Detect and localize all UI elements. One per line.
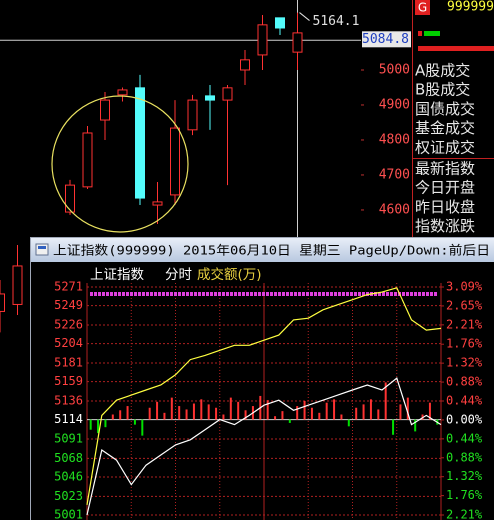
candle-body [152, 201, 163, 206]
y2-tick-label: 3.09% [446, 280, 483, 294]
candle-body [100, 99, 110, 121]
popup-window: 上证指数(999999) 2015年06月10日 星期三 PageUp/Down… [30, 237, 494, 520]
y2-tick-label: 1.32% [446, 469, 483, 483]
indicator [424, 31, 440, 36]
sidebar-item: 指数涨跌 [415, 217, 475, 235]
sidebar-item: A股成交 [415, 62, 470, 80]
candle-body [292, 32, 303, 53]
window-title: 上证指数(999999) 2015年06月10日 星期三 PageUp/Down… [53, 243, 490, 258]
price-line [86, 287, 442, 505]
y2-tick-label: 0.00% [446, 412, 483, 426]
code: 999999 [447, 0, 494, 15]
badge-box [415, 0, 430, 15]
candle-body [0, 293, 5, 312]
y-tick-label: 5271 [54, 280, 83, 294]
y2-tick-label: 0.44% [446, 394, 483, 408]
y2-tick-label: 0.88% [446, 375, 483, 389]
cursor-label-box [362, 31, 411, 48]
y2-tick-label: 2.65% [446, 298, 483, 312]
candle-body [240, 59, 250, 71]
sidebar-item: 国债成交 [415, 100, 475, 118]
y-tick-label: 5068 [54, 451, 83, 465]
candle-body [135, 87, 145, 199]
y-tick-label: 5000 [379, 62, 410, 77]
y2-tick-label: 1.76% [446, 488, 483, 502]
y-tick-label: 5046 [54, 470, 83, 484]
y-tick-label: 4800 [379, 132, 410, 147]
candle-body [275, 17, 285, 29]
candle-body [82, 132, 93, 188]
badge: G [418, 1, 427, 15]
y-tick-label: 5001 [54, 508, 83, 520]
y-tick-label: 4900 [379, 97, 410, 112]
intraday-chart: 5271 5249 5226 5204 5181 5159 5136 5114 5091 5068… [54, 280, 483, 520]
y-tick-label: 5136 [54, 394, 83, 408]
window-frame [30, 237, 494, 520]
window-icon-part [38, 246, 46, 249]
y-tick-label: 4600 [379, 202, 410, 217]
sidebar: G 999999 A股成交B股成交国债成交基金成交权证成交最新指数今日开盘昨日收… [412, 0, 494, 237]
y-tick-label: 5249 [54, 298, 83, 312]
y-tick-label: 5159 [54, 374, 83, 388]
y2-tick-label: 2.21% [446, 508, 483, 520]
candle-body [65, 184, 75, 213]
header-name: 上证指数 [90, 267, 144, 283]
candle-body [117, 89, 128, 96]
sidebar-item: 昨日收盘 [415, 198, 475, 216]
header-indicator: 成交额(万) [197, 266, 262, 283]
sidebar-item: 最新指数 [415, 160, 475, 178]
y-tick-label: 5114 [54, 412, 83, 426]
window-icon [35, 243, 49, 256]
y2-tick-label: 2.21% [446, 317, 483, 331]
sidebar-item: 权证成交 [415, 138, 475, 156]
indicator [418, 46, 494, 51]
candle-body [257, 24, 268, 56]
y-tick-label: 5181 [54, 356, 83, 370]
y-tick-label: 5023 [54, 489, 83, 503]
price-line [86, 377, 442, 516]
y2-tick-label: 0.88% [446, 450, 483, 464]
sidebar-item: 今日开盘 [415, 179, 475, 197]
candle-body [187, 99, 198, 131]
candle-body [170, 127, 180, 196]
indicator [418, 31, 422, 36]
y2-tick-label: 0.44% [446, 431, 483, 445]
sidebar-item: B股成交 [415, 81, 470, 99]
high-label: 5164.1 [313, 14, 360, 29]
candle-body [222, 87, 233, 101]
y-tick-label: 5226 [54, 318, 83, 332]
y-tick-label: 5091 [54, 432, 83, 446]
candle-body [12, 265, 23, 305]
highlight-circle [51, 95, 189, 233]
y-tick-label: 4700 [379, 167, 410, 182]
title-bar[interactable] [31, 238, 494, 262]
y-tick-label: 5204 [54, 336, 83, 350]
y2-tick-label: 1.76% [446, 337, 483, 351]
high-pointer [299, 12, 310, 21]
cursor-label: 5084.8 [362, 32, 409, 47]
candle-body [205, 95, 215, 101]
kline-chart: 5084.8 5000 4900 4800 4700 4600 5164.1 [0, 0, 411, 333]
sidebar-item: 基金成交 [415, 119, 475, 137]
header-mode: 分时 [165, 267, 192, 283]
y2-tick-label: 1.32% [446, 356, 483, 370]
